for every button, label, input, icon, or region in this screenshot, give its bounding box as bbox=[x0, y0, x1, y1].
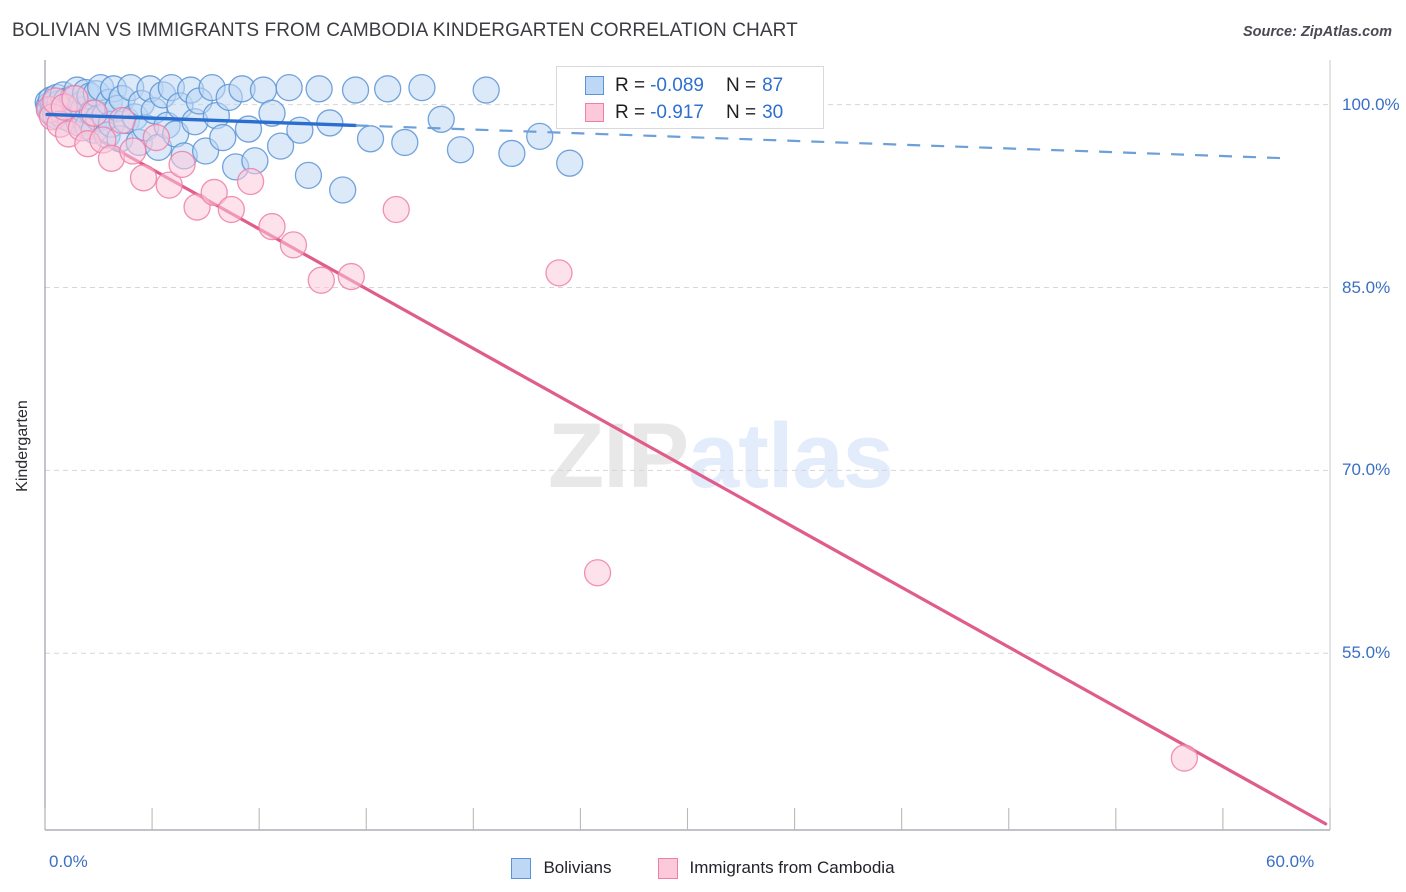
scatter-point bbox=[209, 123, 237, 152]
scatter-point bbox=[155, 171, 183, 199]
scatter-point bbox=[294, 161, 323, 190]
scatter-point bbox=[427, 105, 455, 133]
scatter-point bbox=[119, 137, 147, 165]
x-tick-label: 0.0% bbox=[49, 852, 88, 871]
stat-row-bolivians: R = -0.089 N = 87 bbox=[585, 72, 823, 99]
scatter-point bbox=[61, 84, 89, 113]
scatter-point bbox=[236, 167, 265, 196]
scatter-point bbox=[337, 262, 365, 291]
y-tick-label: 70.0% bbox=[1342, 460, 1391, 480]
scatter-point bbox=[305, 75, 333, 103]
y-tick-label: 100.0% bbox=[1342, 94, 1400, 114]
scatter-point bbox=[108, 106, 136, 135]
scatter-point bbox=[408, 73, 436, 102]
page-title: BOLIVIAN VS IMMIGRANTS FROM CAMBODIA KIN… bbox=[12, 20, 798, 41]
scatter-point bbox=[329, 176, 357, 204]
scatter-point bbox=[556, 149, 584, 177]
y-tick-label: 55.0% bbox=[1342, 643, 1391, 663]
stat-r-value-bolivians: -0.089 bbox=[650, 74, 704, 96]
scatter-point bbox=[526, 122, 554, 151]
scatter-point bbox=[583, 559, 612, 587]
stat-n-value-bolivians: 87 bbox=[762, 74, 784, 96]
trendline-solid bbox=[45, 112, 358, 128]
legend-item-immigrants-from-cambodia[interactable]: Immigrants from Cambodia bbox=[657, 857, 895, 879]
scatter-point bbox=[258, 212, 286, 241]
scatter-point bbox=[341, 76, 370, 104]
scatter-point bbox=[391, 128, 419, 157]
legend-label-immigrants-from-cambodia: Immigrants from Cambodia bbox=[689, 858, 895, 877]
legend-swatch-immigrants-from-cambodia bbox=[657, 857, 678, 879]
scatter-point bbox=[168, 150, 196, 179]
scatter-point bbox=[249, 76, 278, 104]
scatter-point bbox=[286, 116, 314, 144]
x-tick-label: 60.0% bbox=[1266, 852, 1315, 871]
scatter-point bbox=[275, 73, 303, 102]
stat-n-value-immigrants-from-cambodia: 30 bbox=[762, 101, 784, 123]
scatter-point bbox=[382, 195, 410, 224]
scatter-point bbox=[446, 136, 475, 164]
trendline-dashed-extension bbox=[355, 124, 1288, 160]
scatter-point bbox=[545, 259, 573, 287]
scatter-point bbox=[217, 195, 245, 224]
scatter-point bbox=[279, 231, 308, 259]
series-legend: Bolivians Immigrants from Cambodia bbox=[0, 850, 1406, 886]
gridlines bbox=[45, 104, 1330, 654]
scatter-point bbox=[129, 164, 158, 192]
stat-swatch-bolivians bbox=[585, 76, 604, 95]
stat-row-immigrants-from-cambodia: R = -0.917 N = 30 bbox=[585, 99, 823, 126]
correlation-stats-box: R = -0.089 N = 87 R = -0.917 N = 30 bbox=[556, 66, 824, 129]
scatter-point bbox=[142, 123, 171, 152]
stat-r-label-bolivians: R = bbox=[615, 74, 646, 96]
y-tick-label: 85.0% bbox=[1342, 277, 1391, 297]
legend-swatch-bolivians bbox=[511, 857, 532, 879]
stat-n-label-immigrants-from-cambodia: N = bbox=[725, 101, 757, 123]
stat-swatch-immigrants-from-cambodia bbox=[585, 103, 604, 122]
stat-n-label-bolivians: N = bbox=[725, 74, 757, 96]
scatter-point bbox=[266, 132, 295, 160]
scatter-point bbox=[307, 266, 335, 294]
x-tick-marks bbox=[44, 808, 1331, 830]
scatter-point bbox=[356, 125, 385, 153]
legend-item-bolivians[interactable]: Bolivians bbox=[511, 857, 612, 879]
stat-r-value-immigrants-from-cambodia: -0.917 bbox=[650, 101, 704, 123]
stat-r-label-immigrants-from-cambodia: R = bbox=[615, 101, 646, 123]
scatter-point bbox=[258, 99, 286, 127]
source-attribution: Source: ZipAtlas.com bbox=[1242, 24, 1392, 40]
scatter-points-bolivians bbox=[34, 73, 616, 204]
scatter-point bbox=[1170, 744, 1199, 772]
scatter-point bbox=[80, 99, 108, 127]
scatter-point bbox=[498, 139, 526, 168]
legend-label-bolivians: Bolivians bbox=[543, 858, 612, 877]
trendline-bolivians bbox=[45, 112, 1288, 160]
scatter-point bbox=[472, 76, 500, 104]
scatter-point bbox=[200, 178, 228, 207]
scatter-point bbox=[374, 75, 402, 103]
